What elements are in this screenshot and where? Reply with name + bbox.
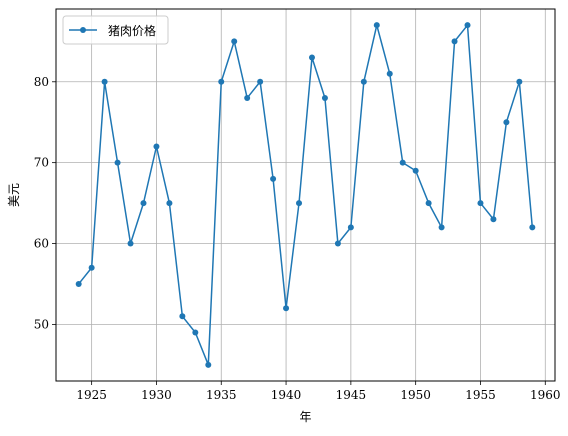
data-point <box>503 119 510 126</box>
data-point <box>334 240 341 247</box>
data-point <box>296 200 303 207</box>
y-axis: 50 60 70 80 <box>34 75 56 331</box>
data-point <box>360 78 367 85</box>
x-axis: 1925 1930 1935 1940 1945 1950 1955 1960 <box>76 381 561 402</box>
data-point <box>205 361 212 368</box>
y-tick-label: 60 <box>34 237 49 251</box>
x-tick-label: 1950 <box>400 388 431 402</box>
data-point <box>166 200 173 207</box>
x-tick-label: 1930 <box>141 388 172 402</box>
y-tick-label: 80 <box>34 75 49 89</box>
x-tick-label: 1935 <box>206 388 237 402</box>
x-axis-label: 年 <box>299 410 311 424</box>
x-tick-label: 1945 <box>336 388 367 402</box>
data-point <box>270 175 277 182</box>
legend-box <box>62 15 169 45</box>
data-point <box>438 224 445 231</box>
data-point <box>516 78 523 85</box>
data-point <box>283 305 290 312</box>
data-point <box>412 167 419 174</box>
data-point <box>127 240 134 247</box>
x-tick-label: 1955 <box>465 388 496 402</box>
x-tick-label: 1925 <box>76 388 107 402</box>
data-point <box>347 224 354 231</box>
data-point <box>257 78 264 85</box>
data-point <box>179 313 186 320</box>
data-point <box>231 38 238 45</box>
series-layer <box>75 22 536 368</box>
data-point <box>114 159 121 166</box>
data-point <box>101 78 108 85</box>
data-point <box>399 159 406 166</box>
data-point <box>386 70 393 77</box>
x-tick-label: 1940 <box>271 388 302 402</box>
data-point <box>373 22 380 29</box>
legend-marker-swatch <box>80 27 86 33</box>
data-point <box>75 280 82 287</box>
series-line <box>78 24 534 366</box>
data-point <box>529 224 536 231</box>
y-axis-label: 美元 <box>7 183 21 207</box>
data-point <box>218 78 225 85</box>
data-point <box>153 143 160 150</box>
data-point <box>88 264 95 271</box>
data-point <box>464 22 471 29</box>
y-tick-label: 70 <box>34 156 49 170</box>
data-point <box>140 200 147 207</box>
y-tick-label: 50 <box>34 317 49 331</box>
data-point <box>308 54 315 61</box>
grid-lines <box>56 9 555 381</box>
data-point <box>192 329 199 336</box>
legend: 猪肉价格 <box>62 15 169 45</box>
data-point <box>321 94 328 101</box>
data-point <box>244 94 251 101</box>
data-point <box>490 216 497 223</box>
legend-label: 猪肉价格 <box>108 23 156 38</box>
data-point <box>451 38 458 45</box>
x-tick-label: 1960 <box>530 388 561 402</box>
plot-frame <box>55 8 556 382</box>
data-point <box>425 200 432 207</box>
data-point <box>477 200 484 207</box>
